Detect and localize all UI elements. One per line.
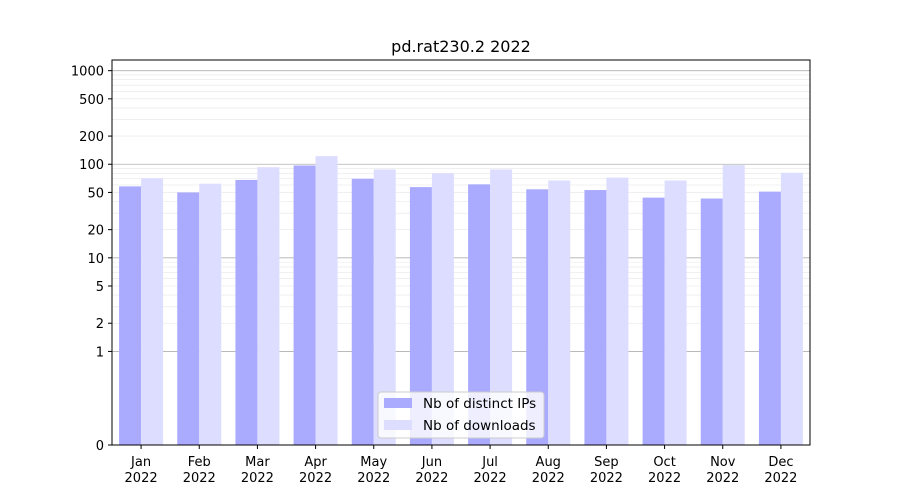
x-tick-label: Mar 2022 [241, 455, 274, 486]
bar-downloads [606, 177, 629, 446]
y-tick-label: 2 [96, 317, 104, 332]
bar-downloads [722, 165, 745, 445]
bar-downloads [141, 178, 164, 445]
bar-distinct-ips [293, 165, 316, 446]
y-tick-label: 1000 [71, 65, 104, 80]
plot-frame [111, 59, 811, 446]
bar-downloads [199, 183, 222, 445]
bar-downloads [490, 169, 513, 446]
bar-distinct-ips [700, 198, 723, 445]
legend-swatch-distinct-ips [384, 398, 412, 408]
legend: Nb of distinct IPs Nb of downloads [377, 391, 545, 439]
bar-downloads [431, 173, 454, 445]
x-axis: Jan 2022 Feb 2022 Mar 2022 Apr 2022 May 2022 Jun 20… [125, 445, 797, 486]
legend-box [377, 391, 545, 439]
y-tick-label: 200 [79, 130, 104, 145]
bar-distinct-ips [526, 189, 549, 445]
chart-title: pd.rat230.2 2022 [391, 37, 531, 56]
y-tick-label: 20 [87, 224, 104, 239]
x-tick-label: Jul 2022 [474, 455, 507, 486]
y-tick-label: 500 [79, 93, 104, 108]
y-axis: 0 1 2 5 10 20 50 100 200 500 1000 [71, 65, 112, 454]
x-tick-label: Jun 2022 [415, 455, 448, 486]
bar-downloads [315, 156, 338, 445]
x-tick-label: Dec 2022 [764, 455, 797, 486]
x-tick-label: Nov 2022 [706, 455, 739, 486]
bar-distinct-ips [119, 186, 142, 445]
bar-downloads [780, 172, 803, 445]
bar-downloads [257, 167, 280, 446]
bar-downloads [548, 180, 571, 446]
x-tick-label: Apr 2022 [299, 455, 332, 486]
bar-distinct-ips [584, 190, 607, 445]
grid-lines [112, 70, 810, 352]
bar-distinct-ips [468, 184, 491, 445]
bars [119, 156, 803, 446]
legend-swatch-downloads [384, 420, 412, 430]
y-tick-label: 1 [96, 345, 104, 360]
y-tick-label: 100 [79, 158, 104, 173]
bar-distinct-ips [409, 187, 432, 445]
bar-downloads [664, 180, 687, 446]
y-tick-label: 5 [96, 280, 104, 295]
x-tick-label: Feb 2022 [183, 455, 216, 486]
x-tick-label: Oct 2022 [648, 455, 681, 486]
legend-label-downloads: Nb of downloads [423, 418, 536, 434]
x-tick-label: Sep 2022 [590, 455, 623, 486]
bar-distinct-ips [351, 178, 374, 446]
bar-downloads [373, 169, 396, 446]
x-tick-label: May 2022 [357, 455, 390, 486]
y-tick-label: 50 [87, 186, 104, 201]
legend-label-distinct-ips: Nb of distinct IPs [423, 396, 536, 412]
y-tick-label: 10 [87, 252, 104, 267]
x-tick-label: Jan 2022 [125, 455, 158, 486]
x-tick-label: Aug 2022 [532, 455, 565, 486]
bar-distinct-ips [177, 192, 200, 445]
y-tick-label: 0 [96, 439, 104, 454]
bar-distinct-ips [642, 197, 665, 445]
bar-distinct-ips [758, 191, 781, 445]
bar-distinct-ips [235, 179, 258, 445]
